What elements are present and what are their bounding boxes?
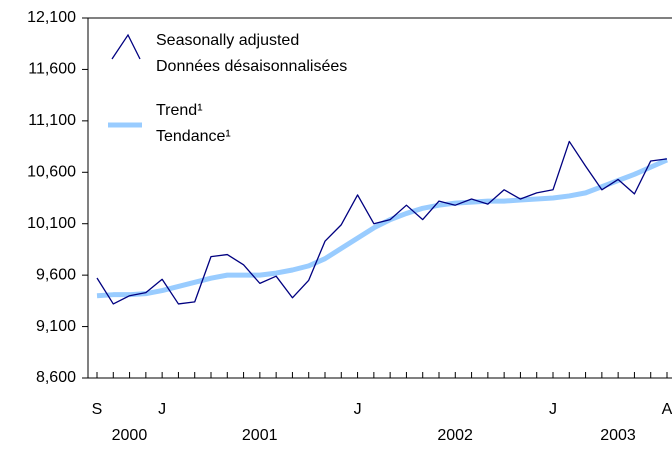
year-label: 2001 [242, 427, 278, 444]
legend-label: Tendance¹ [156, 128, 231, 145]
data-line [96, 140, 668, 305]
y-tick-label: 12,100 [27, 9, 76, 26]
x-tick-label: J [549, 401, 557, 418]
year-label: 2000 [112, 427, 148, 444]
data-line [96, 157, 669, 299]
y-tick-label: 10,100 [27, 215, 76, 232]
y-tick-label: 11,600 [28, 61, 76, 78]
y-tick-label: 9,100 [36, 318, 76, 335]
year-label: 2002 [437, 427, 473, 444]
y-tick-label: 11,100 [28, 112, 76, 129]
legend-label: Données désaisonnalisées [156, 58, 347, 75]
legend-swatch [111, 33, 141, 60]
y-tick-label: 9,600 [36, 266, 76, 283]
y-tick-label: 10,600 [27, 164, 76, 181]
x-tick-label: J [158, 401, 166, 418]
year-label: 2003 [600, 427, 636, 444]
legend-label: Trend¹ [156, 102, 203, 119]
x-tick-label: S [92, 401, 103, 418]
legend-label: Seasonally adjusted [156, 32, 299, 49]
x-tick-label: J [354, 401, 362, 418]
y-tick-label: 8,600 [36, 369, 76, 386]
x-tick-label: A [662, 401, 672, 418]
